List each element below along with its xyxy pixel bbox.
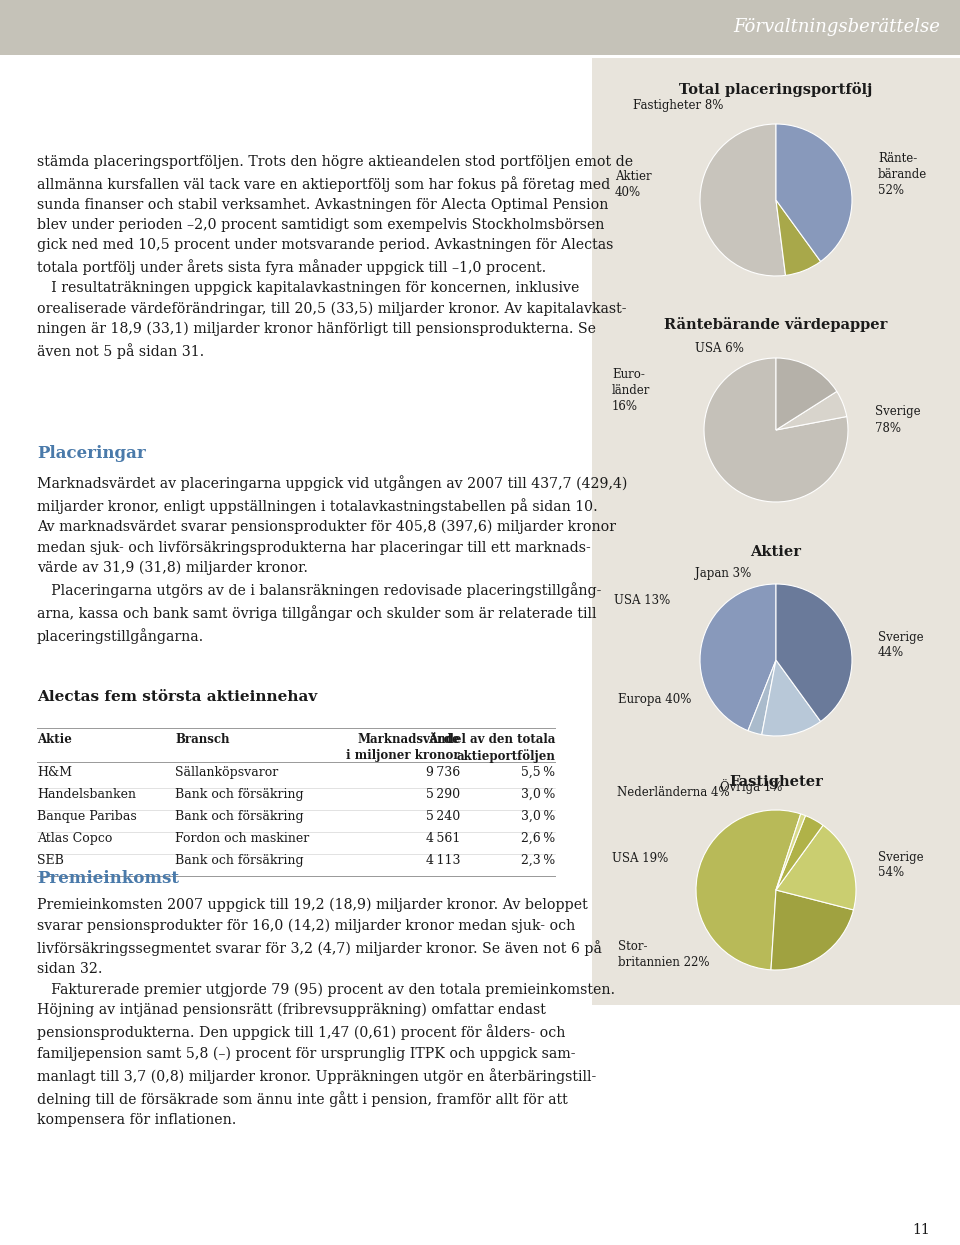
Text: USA 19%: USA 19% [612, 852, 668, 864]
Text: Bransch: Bransch [175, 733, 229, 746]
Text: Placeringar: Placeringar [37, 444, 146, 462]
Bar [592, 59, 960, 1005]
Wedge shape [771, 890, 853, 970]
Wedge shape [776, 815, 823, 890]
Text: Andel av den totala
aktieportföljen: Andel av den totala aktieportföljen [427, 733, 555, 763]
Wedge shape [776, 814, 805, 890]
Wedge shape [700, 584, 776, 731]
Text: Handelsbanken: Handelsbanken [37, 788, 136, 801]
Text: 5 240: 5 240 [425, 810, 460, 823]
Text: Sällanköpsvaror: Sällanköpsvaror [175, 766, 278, 779]
Bar [0, 0, 960, 55]
Text: stämda placeringsportföljen. Trots den högre aktieandelen stod portföljen emot d: stämda placeringsportföljen. Trots den h… [37, 154, 634, 360]
Text: Ränte-
bärande
52%: Ränte- bärande 52% [878, 152, 927, 198]
Text: Aktier
40%: Aktier 40% [615, 171, 652, 199]
Text: Bank och försäkring: Bank och försäkring [175, 810, 303, 823]
Text: 4 113: 4 113 [425, 854, 460, 867]
Wedge shape [696, 810, 801, 970]
Text: Aktie: Aktie [37, 733, 72, 746]
Text: 2,3 %: 2,3 % [520, 854, 555, 867]
Text: Premieinkomsten 2007 uppgick till 19,2 (18,9) miljarder kronor. Av beloppet
svar: Premieinkomsten 2007 uppgick till 19,2 (… [37, 898, 615, 1127]
Text: Sverige
44%: Sverige 44% [878, 630, 924, 660]
Text: Marknadsvärdet av placeringarna uppgick vid utgången av 2007 till 437,7 (429,4)
: Marknadsvärdet av placeringarna uppgick … [37, 476, 628, 644]
Text: 9 736: 9 736 [425, 766, 460, 779]
Text: H&M: H&M [37, 766, 72, 779]
Text: Aktier: Aktier [751, 545, 802, 559]
Text: SEB: SEB [37, 854, 64, 867]
Text: Atlas Copco: Atlas Copco [37, 832, 112, 845]
Text: 4 561: 4 561 [425, 832, 460, 845]
Text: Förvaltningsberättelse: Förvaltningsberättelse [733, 17, 940, 36]
Text: Räntebärande värdepapper: Räntebärande värdepapper [664, 317, 888, 332]
Text: 5 290: 5 290 [426, 788, 460, 801]
Wedge shape [704, 359, 848, 502]
Wedge shape [776, 584, 852, 722]
Text: Marknadsvärde
i miljoner kronor: Marknadsvärde i miljoner kronor [347, 733, 460, 762]
Text: 3,0 %: 3,0 % [520, 788, 555, 801]
Text: Banque Paribas: Banque Paribas [37, 810, 136, 823]
Wedge shape [700, 124, 785, 276]
Text: USA 13%: USA 13% [614, 594, 670, 606]
Text: 3,0 %: 3,0 % [520, 810, 555, 823]
Text: Total placeringsportfölj: Total placeringsportfölj [680, 82, 873, 97]
Text: USA 6%: USA 6% [695, 341, 744, 355]
Text: Övriga 1%: Övriga 1% [720, 779, 782, 794]
Text: Bank och försäkring: Bank och försäkring [175, 854, 303, 867]
Text: Europa 40%: Europa 40% [618, 693, 691, 706]
Text: Fordon och maskiner: Fordon och maskiner [175, 832, 309, 845]
Text: 11: 11 [912, 1223, 930, 1238]
Text: 5,5 %: 5,5 % [521, 766, 555, 779]
Text: Nederländerna 4%: Nederländerna 4% [617, 787, 730, 799]
Wedge shape [748, 660, 776, 735]
Wedge shape [776, 200, 821, 275]
Text: Fastigheter 8%: Fastigheter 8% [633, 98, 724, 112]
Wedge shape [776, 359, 837, 430]
Text: Fastigheter: Fastigheter [729, 774, 823, 789]
Text: Bank och försäkring: Bank och försäkring [175, 788, 303, 801]
Text: Sverige
78%: Sverige 78% [875, 406, 921, 435]
Text: Sverige
54%: Sverige 54% [878, 850, 924, 879]
Text: Premieinkomst: Premieinkomst [37, 870, 179, 886]
Wedge shape [776, 825, 856, 910]
Wedge shape [761, 660, 821, 736]
Text: Alectas fem största aktieinnehav: Alectas fem största aktieinnehav [37, 690, 317, 703]
Text: 2,6 %: 2,6 % [520, 832, 555, 845]
Wedge shape [776, 124, 852, 261]
Wedge shape [776, 391, 847, 430]
Text: Stor-
britannien 22%: Stor- britannien 22% [618, 940, 709, 970]
Text: Euro-
länder
16%: Euro- länder 16% [612, 367, 650, 412]
Text: Japan 3%: Japan 3% [695, 566, 752, 579]
